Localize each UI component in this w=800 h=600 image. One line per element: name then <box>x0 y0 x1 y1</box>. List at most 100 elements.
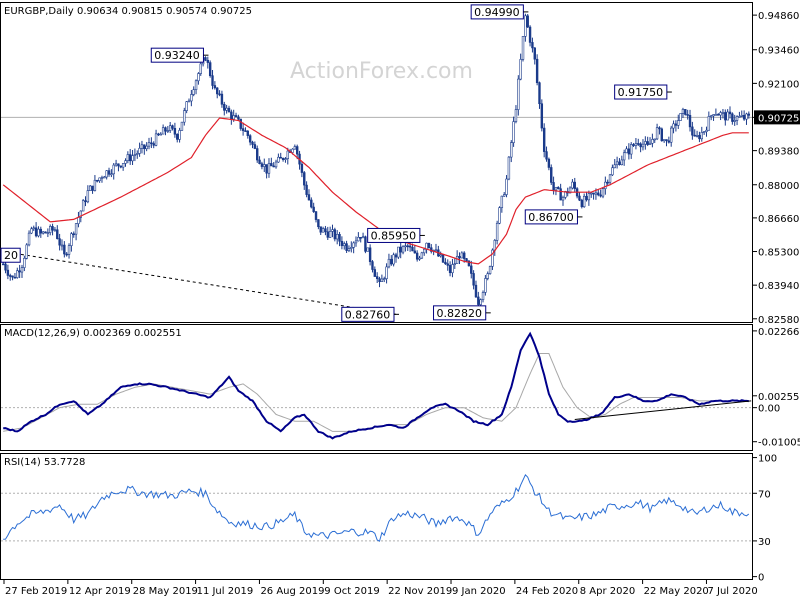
candle-body <box>70 233 73 246</box>
candle-body <box>538 82 541 105</box>
candle-body <box>387 258 391 268</box>
candle-body <box>415 252 419 260</box>
candle-body <box>145 145 148 150</box>
candle-body <box>279 156 282 159</box>
candle-body <box>608 174 612 183</box>
candle-body <box>394 254 398 258</box>
x-tick-label: 26 Aug 2019 <box>260 586 324 597</box>
candle-body <box>502 194 506 197</box>
candle-body <box>248 135 252 143</box>
candle-body <box>472 273 475 286</box>
candle-body <box>319 226 322 233</box>
candle-body <box>119 165 122 168</box>
candle-body <box>366 247 369 252</box>
macd-main-line <box>3 331 749 440</box>
candle-body <box>484 278 487 293</box>
candle-body <box>707 116 711 131</box>
candle-body <box>705 129 708 132</box>
candle-body <box>653 138 656 141</box>
rsi-panel: RSI(14) 53.7728 100 70 30 0 <box>0 453 777 584</box>
candle-body <box>270 163 273 167</box>
candle-body <box>18 270 21 273</box>
candle-body <box>284 158 287 160</box>
candle-body <box>157 133 160 136</box>
candle-body <box>738 116 741 118</box>
candle-body <box>89 185 92 191</box>
candle-body <box>194 80 198 90</box>
candle-body <box>333 229 337 240</box>
candle-body <box>176 133 179 140</box>
candle-body <box>735 116 739 121</box>
macd-trendline <box>574 400 752 421</box>
candle-body <box>465 258 468 262</box>
price-y-tick-label: 0.88000 <box>758 181 799 192</box>
candle-body <box>234 115 238 118</box>
candle-body <box>681 109 685 114</box>
candle-body <box>512 121 515 143</box>
candle-body <box>368 247 372 262</box>
price-annotation-box <box>0 247 21 263</box>
candle-body <box>300 163 304 173</box>
candle-body <box>258 159 261 164</box>
candle-body <box>439 254 442 257</box>
candle-body <box>554 186 558 191</box>
candle-body <box>444 261 447 265</box>
candle-body <box>326 231 329 238</box>
candle-body <box>343 243 346 247</box>
macd-y-tick-label: 0.00 <box>758 404 780 415</box>
candle-body <box>423 248 426 254</box>
candle-body <box>65 253 68 256</box>
candle-body <box>441 254 445 263</box>
candle-body <box>237 116 240 120</box>
candle-body <box>93 179 97 191</box>
candle-body <box>32 227 35 230</box>
candle-body <box>625 148 628 154</box>
candle-body <box>698 135 701 140</box>
candle-body <box>524 15 527 37</box>
candle-body <box>321 228 325 233</box>
candle-body <box>206 59 210 63</box>
price-panel-ohlc: 0.90634 0.90815 0.90574 0.90725 <box>77 6 252 17</box>
x-tick-label: 22 May 2020 <box>644 586 709 597</box>
candle-body <box>712 114 715 117</box>
x-tick-label: 9 Jan 2020 <box>452 586 506 597</box>
candle-body <box>606 181 609 184</box>
x-tick-label: 27 Feb 2019 <box>5 586 67 597</box>
candle-body <box>187 100 191 103</box>
candle-body <box>517 78 520 110</box>
candle-body <box>51 226 54 231</box>
price-panel-title: EURGBP,Daily <box>4 6 74 17</box>
candle-body <box>458 255 461 259</box>
candle-body <box>481 292 485 301</box>
candle-body <box>604 181 607 190</box>
candle-body <box>232 115 235 120</box>
candle-body <box>23 258 26 268</box>
x-tick-label: 11 Jul 2019 <box>197 586 254 597</box>
candle-body <box>375 276 379 280</box>
candle-body <box>72 233 75 236</box>
x-tick-label: 12 Apr 2019 <box>69 586 131 597</box>
macd-y-tick-label: 0.002551 <box>758 392 800 403</box>
support-trendline <box>3 251 397 315</box>
rsi-y-tick-label: 70 <box>758 489 771 500</box>
rsi-line <box>3 473 750 542</box>
candle-body <box>406 245 409 248</box>
candle-body <box>545 151 548 160</box>
candle-body <box>695 135 699 137</box>
candle-body <box>618 161 621 165</box>
candle-body <box>199 63 202 74</box>
candle-body <box>204 57 207 61</box>
candle-body <box>453 263 456 265</box>
price-y-tick-label: 0.89380 <box>758 147 799 158</box>
candle-body <box>208 62 212 76</box>
candle-body <box>11 275 14 278</box>
candle-body <box>114 163 118 166</box>
candle-body <box>154 133 158 146</box>
price-y-tick-label: 0.86660 <box>758 214 799 225</box>
candle-body <box>557 186 560 190</box>
candle-body <box>408 245 412 248</box>
candle-body <box>37 228 40 237</box>
rsi-line <box>3 473 750 542</box>
candle-body <box>488 266 492 274</box>
